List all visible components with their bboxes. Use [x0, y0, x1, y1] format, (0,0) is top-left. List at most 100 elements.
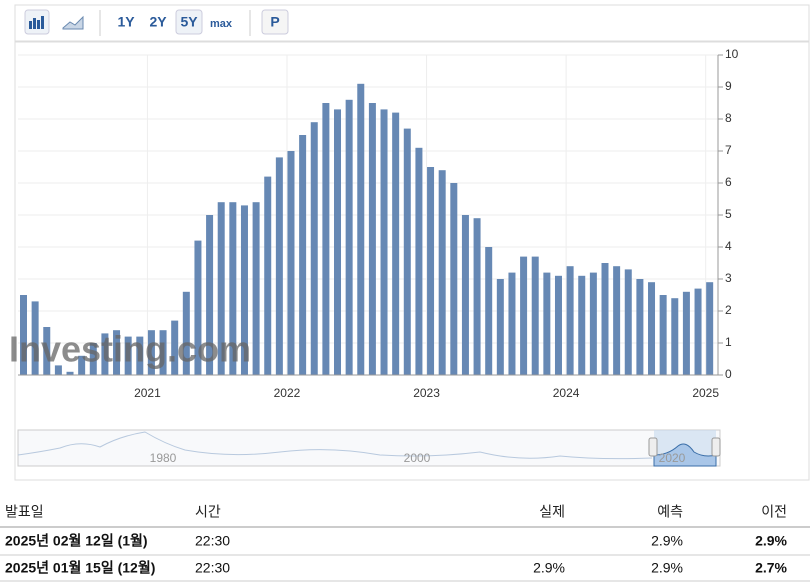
navigator-handle[interactable]	[711, 437, 721, 457]
table-cell: 22:30	[195, 533, 230, 549]
bar	[554, 275, 562, 375]
navigator-label: 1980	[150, 451, 177, 465]
bar	[624, 269, 632, 375]
bar	[334, 109, 342, 376]
bar	[240, 205, 248, 375]
bar	[415, 147, 423, 375]
bar	[20, 295, 27, 375]
table-header: 이전	[761, 504, 787, 520]
y-tick-label: 2	[725, 303, 732, 317]
y-tick-label: 8	[725, 111, 732, 125]
watermark: Investing.com	[9, 329, 251, 370]
navigator-label: 2020	[659, 451, 686, 465]
bar	[496, 279, 504, 375]
bar	[508, 272, 516, 375]
table-header: 발표일	[5, 504, 44, 520]
bar	[252, 202, 260, 375]
bar	[380, 109, 388, 376]
bar	[438, 170, 446, 375]
bar	[578, 275, 586, 375]
bar	[659, 295, 667, 375]
range-button[interactable]: 2Y	[149, 14, 167, 30]
bar	[450, 183, 458, 375]
y-tick-label: 1	[725, 335, 732, 349]
bar	[229, 202, 237, 375]
table-header: 시간	[195, 504, 221, 520]
bar	[113, 330, 121, 375]
bar	[264, 176, 272, 375]
bar	[589, 272, 597, 375]
chart-frame	[14, 41, 810, 481]
x-tick-label: 2025	[692, 386, 719, 400]
bar	[368, 103, 376, 375]
print-button[interactable]: P	[270, 14, 279, 30]
bar	[543, 272, 551, 375]
bar	[427, 167, 435, 375]
bar	[392, 112, 400, 375]
table-cell: 2.9%	[755, 533, 787, 549]
bar	[671, 298, 679, 375]
bar	[182, 291, 190, 375]
range-button[interactable]: max	[210, 18, 233, 30]
navigator	[17, 429, 721, 467]
y-tick-label: 6	[725, 175, 732, 189]
table-cell: 2025년 01월 15일 (12월)	[5, 560, 155, 576]
bar	[217, 202, 225, 375]
bar	[601, 263, 609, 375]
x-tick-label: 2024	[553, 386, 580, 400]
y-tick-label: 4	[725, 239, 732, 253]
bar	[613, 266, 621, 375]
bar	[66, 371, 74, 375]
table-cell: 2.7%	[755, 560, 787, 576]
x-tick-label: 2021	[134, 386, 161, 400]
bar	[694, 288, 702, 375]
bar	[159, 330, 167, 375]
bar	[54, 365, 62, 375]
bar	[461, 215, 469, 375]
table-cell: 2025년 02월 12일 (1월)	[5, 533, 148, 549]
y-tick-label: 5	[725, 207, 732, 221]
bar	[310, 122, 318, 375]
navigator-line	[17, 431, 653, 460]
bar	[171, 320, 179, 375]
navigator-handle[interactable]	[648, 437, 658, 457]
y-tick-label: 3	[725, 271, 732, 285]
bar	[706, 282, 714, 375]
table: 발표일 시간 실제 예측 이전 2025년 02월 12일 (1월) 22:30 2.9% 2.…	[0, 504, 810, 582]
x-tick-label: 2023	[413, 386, 440, 400]
bar	[78, 355, 86, 375]
toolbar	[14, 4, 810, 42]
navigator-label: 2000	[404, 451, 431, 465]
table-header: 예측	[657, 504, 683, 520]
navigator-window-line	[653, 443, 717, 467]
bar	[299, 135, 307, 375]
bar	[485, 247, 493, 375]
bar	[531, 256, 539, 375]
bar	[287, 151, 295, 375]
range-button[interactable]: 5Y	[180, 14, 198, 30]
range-button[interactable]: 1Y	[117, 14, 135, 30]
bar	[136, 336, 144, 375]
bar	[473, 218, 481, 375]
bar	[194, 240, 202, 375]
bar	[43, 327, 51, 375]
bar	[101, 333, 109, 375]
bar	[206, 215, 214, 375]
bar	[345, 99, 353, 376]
bar	[322, 103, 330, 375]
bar	[31, 301, 39, 375]
bar	[636, 279, 644, 375]
table-header: 실제	[539, 504, 565, 520]
line-chart-icon[interactable]	[62, 15, 84, 30]
table-cell: 2.9%	[651, 560, 683, 576]
y-tick-label: 7	[725, 143, 732, 157]
bar-chart-icon[interactable]	[24, 9, 50, 35]
active-button-bg	[175, 9, 203, 35]
bar	[648, 282, 656, 375]
table-cell: 2.9%	[651, 533, 683, 549]
y-tick-label: 10	[725, 47, 739, 61]
bar	[124, 336, 132, 375]
y-tick-label: 0	[725, 367, 732, 381]
bar	[275, 157, 283, 375]
